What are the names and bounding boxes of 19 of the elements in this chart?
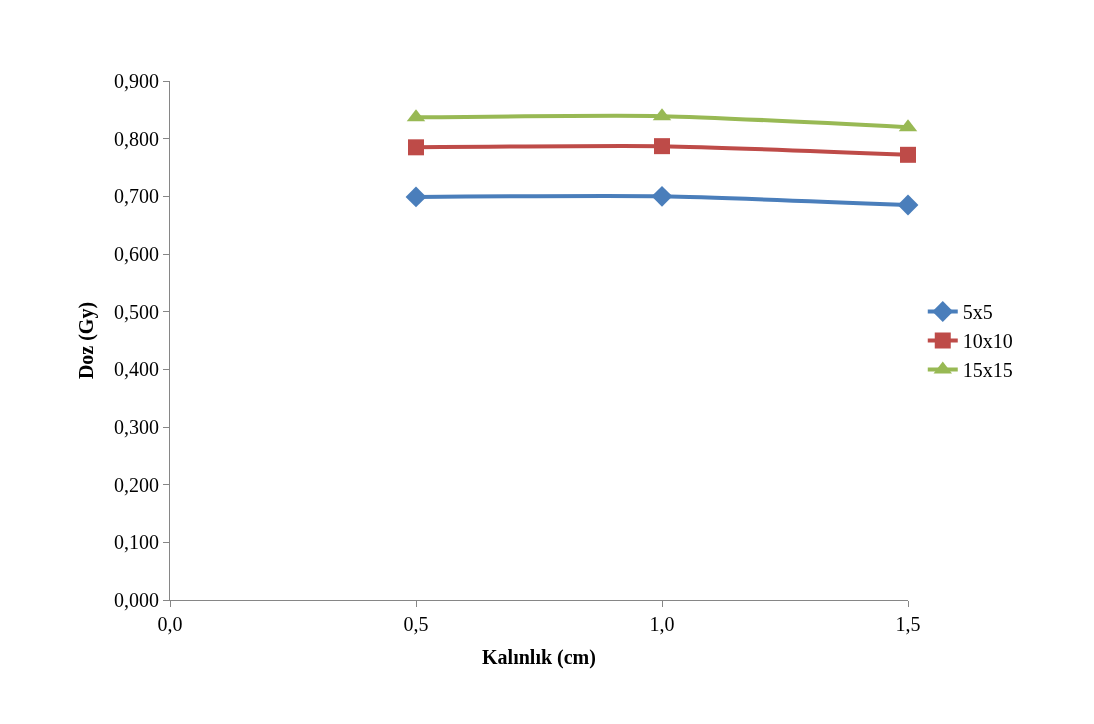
y-tick-label: 0,900 (114, 70, 159, 92)
x-tick-label: 0,5 (403, 613, 429, 635)
y-tick-label: 0,400 (114, 358, 159, 381)
y-tick-label: 0,600 (114, 243, 159, 265)
y-axis-title: Doz (Gy) (74, 301, 98, 380)
legend-label: 10x10 (962, 330, 1013, 353)
x-tick-label: 0,0 (157, 613, 183, 635)
legend-label: 5x5 (962, 301, 993, 324)
y-tick-label: 0,700 (114, 185, 159, 208)
y-tick-label: 0,200 (114, 473, 159, 496)
y-tick-label: 0,500 (114, 300, 159, 323)
legend-label: 15x15 (962, 359, 1013, 382)
x-tick-label: 1,0 (649, 613, 675, 635)
y-tick-label: 0,800 (114, 127, 159, 150)
y-tick-label: 0,300 (114, 416, 159, 438)
y-tick-label: 0,000 (114, 589, 159, 611)
x-tick-label: 1,5 (895, 613, 921, 635)
y-tick-label: 0,100 (114, 531, 159, 554)
x-axis-title: Kalınlık (cm) (482, 645, 596, 669)
